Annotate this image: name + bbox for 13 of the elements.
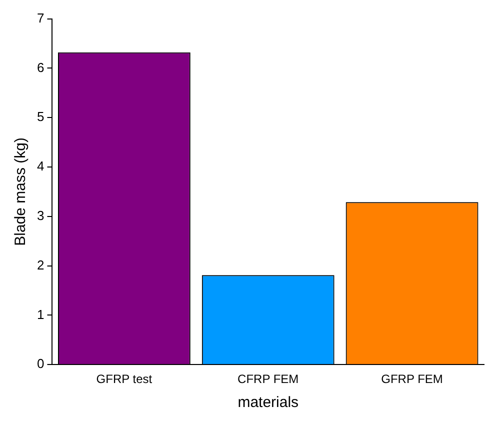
y-tick-label: 5 bbox=[36, 109, 44, 124]
y-tick-label: 2 bbox=[36, 257, 44, 272]
y-tick-label: 4 bbox=[36, 158, 44, 174]
x-axis-title: materials bbox=[238, 394, 299, 412]
x-tick-label: CFRP FEM bbox=[238, 372, 299, 386]
y-tick-label: 6 bbox=[36, 60, 44, 75]
y-tick-label: 1 bbox=[36, 306, 44, 322]
x-tick-label: GFRP FEM bbox=[381, 372, 443, 386]
y-axis-title: Blade mass (kg) bbox=[12, 138, 30, 246]
y-tick-label: 7 bbox=[36, 10, 44, 26]
y-tick-label: 3 bbox=[36, 208, 44, 223]
y-tick-label: 0 bbox=[36, 356, 44, 372]
x-tick-label: GFRP test bbox=[96, 372, 153, 386]
